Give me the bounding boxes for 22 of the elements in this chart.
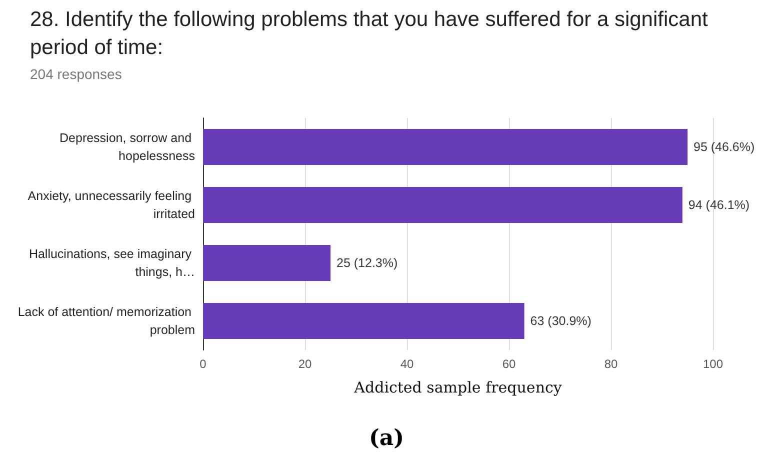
x-tick-label: 60	[502, 357, 516, 371]
bar	[203, 303, 524, 339]
y-tick-label: Lack of attention/ memorization problem	[18, 305, 195, 337]
data-label: 25 (12.3%)	[336, 256, 398, 270]
bar	[203, 129, 688, 165]
bar	[203, 245, 330, 281]
x-tick-label: 0	[200, 357, 207, 371]
x-axis-title: Addicted sample frequency	[353, 378, 562, 396]
bar	[203, 187, 682, 223]
data-label: 63 (30.9%)	[530, 314, 592, 328]
y-tick-label: Anxiety, unnecessarily feeling irritated	[28, 189, 196, 221]
text: (a)	[368, 425, 406, 451]
x-tick-label: 100	[702, 357, 724, 371]
x-tick-label: 20	[298, 357, 312, 371]
data-label: 95 (46.6%)	[694, 140, 755, 154]
text: 204 responses	[30, 66, 122, 82]
y-tick-label: Depression, sorrow and hopelessness	[60, 131, 195, 163]
chart-title: 28. Identify the following problems that you have suffered for a significant period of time:	[30, 7, 709, 61]
y-tick-label: Hallucinations, see imaginary things, h…	[28, 247, 195, 279]
x-tick-label: 40	[400, 357, 414, 371]
data-label: 94 (46.1%)	[688, 198, 750, 212]
x-tick-label: 80	[604, 357, 618, 371]
